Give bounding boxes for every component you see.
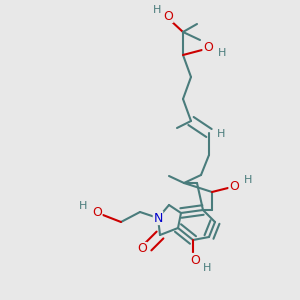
Text: O: O: [229, 179, 239, 193]
Text: N: N: [153, 212, 163, 224]
Text: H: H: [153, 5, 161, 15]
Text: H: H: [244, 175, 252, 185]
Text: H: H: [217, 129, 225, 139]
Text: O: O: [203, 40, 213, 53]
Text: O: O: [190, 254, 200, 266]
Text: H: H: [79, 201, 87, 211]
Text: O: O: [137, 242, 147, 256]
Text: H: H: [218, 48, 226, 58]
Text: O: O: [92, 206, 102, 218]
Text: O: O: [163, 10, 173, 22]
Text: H: H: [203, 263, 211, 273]
